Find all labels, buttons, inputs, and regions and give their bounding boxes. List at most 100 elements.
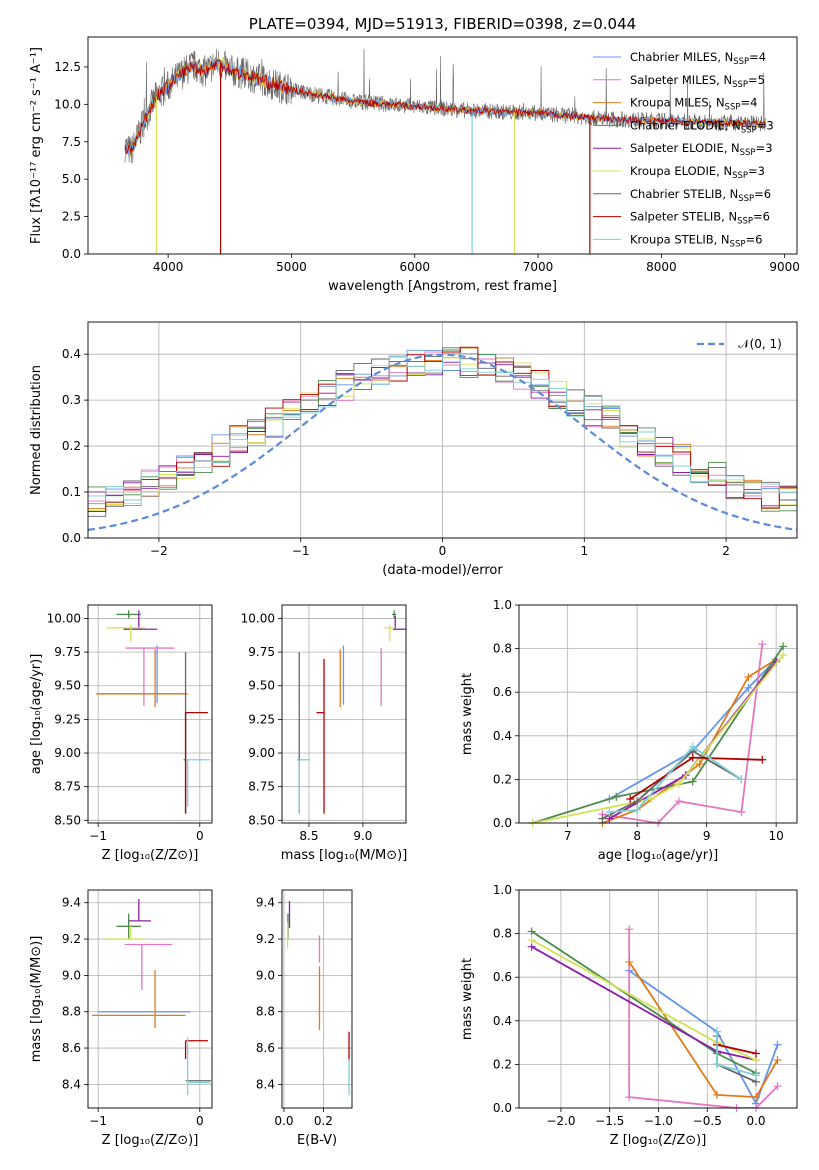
mass_vs_Z-ylabel: mass [log₁₀(M/M⊙)] [29,936,44,1063]
mass_vs_Z-ytick-label: 9.2 [62,932,81,946]
weight_vs_Z-point-marker [713,1027,722,1036]
weight_vs_age-ytick-label: 1.0 [493,598,512,612]
weight_vs_age-point-marker [598,814,607,823]
spectrum-xlabel: wavelength [Angstrom, rest frame] [328,279,557,294]
weight_vs_Z-point-marker [527,927,536,936]
spectrum-ytick-label: 2.5 [62,210,81,224]
mass_vs_ebv-ytick-label: 8.4 [256,1077,275,1091]
spectrum-xtick-label: 5000 [276,260,307,274]
residuals-ytick-label: 0.3 [62,393,81,407]
age_vs_mass-xtick-label: 9.0 [353,829,372,843]
weight_vs_age-series-line [532,654,784,823]
spectrum-ytick-label: 10.0 [54,97,81,111]
spectrum-xtick-label: 6000 [399,260,430,274]
mass_vs_ebv-xtick-label: 0.0 [274,1114,293,1128]
weight_vs_Z-point-marker [773,1082,782,1091]
spectrum-legend-label: Salpeter STELIB, NSSP=6 [630,210,770,227]
mass_vs_Z-xlabel: Z [log₁₀(Z/Z⊙)] [102,1133,199,1148]
age_vs_Z-xtick-label: 0 [196,829,204,843]
residuals-ytick-label: 0.1 [62,485,81,499]
mass_vs_Z-xtick-label: −1 [89,1114,107,1128]
weight_vs_age-ytick-label: 0.8 [493,642,512,656]
weight_vs_Z-frame [518,889,798,1109]
spectrum-legend-label: Chabrier MILES, NSSP=4 [630,50,766,67]
mass_vs_ebv-xtick-label: 0.2 [314,1114,333,1128]
weight_vs_Z-series-line [628,961,779,1099]
spectrum-legend-label: Chabrier STELIB, NSSP=6 [630,187,771,204]
mass_vs_Z-frame [87,889,213,1109]
weight_vs_age-point-marker [779,651,788,660]
residual-histogram [88,352,797,501]
weight_vs_Z-ytick-label: 0.4 [493,1014,512,1028]
weight_vs_Z-xlabel: Z [log₁₀(Z/Z⊙)] [610,1133,707,1148]
residuals-xtick-label: −1 [292,544,310,558]
weight_vs_age-point-marker [688,742,697,751]
age_vs_Z-ytick-label: 8.50 [54,813,81,827]
residuals-xtick-label: 0 [439,544,447,558]
age_vs_Z-ylabel: age [log₁₀(age/yr)] [29,654,44,775]
weight_vs_Z-point-marker [625,957,634,966]
spectrum-legend-label: Kroupa STELIB, NSSP=6 [630,232,762,249]
weight_vs_age-point-marker [737,808,746,817]
spectrum-xtick-label: 7000 [523,260,554,274]
weight_vs_Z-xtick-label: −0.5 [693,1114,722,1128]
mass_vs_Z-ytick-label: 8.8 [62,1005,81,1019]
spectrum-title: PLATE=0394, MJD=51913, FIBERID=0398, z=0… [249,15,636,33]
spectrum-frame [87,36,798,255]
residuals-ytick-label: 0.4 [62,347,81,361]
weight_vs_Z-point-marker [625,925,634,934]
weight_vs_age-xlabel: age [log₁₀(age/yr)] [598,848,719,863]
age_vs_Z-xtick-label: −1 [89,829,107,843]
age_vs_mass-ytick-label: 10.00 [241,611,275,625]
age_vs_Z-frame [87,604,213,824]
age_vs_Z-ytick-label: 9.50 [54,679,81,693]
residuals-ytick-label: 0.0 [62,531,81,545]
weight_vs_Z-point-marker [773,1040,782,1049]
weight_vs_age-point-marker [695,760,704,769]
weight_vs_Z-xtick-label: −2.0 [546,1114,575,1128]
weight_vs_age-series-line [532,645,784,823]
weight_vs_age-point-marker [605,808,614,817]
spectrum-ylabel: Flux [fλ10⁻¹⁷ erg cm⁻² s⁻¹ A⁻¹] [29,47,44,244]
weight_vs_Z-series-line [716,1043,757,1055]
mass_vs_ebv-ytick-label: 9.2 [256,932,275,946]
age_vs_mass-ytick-label: 8.50 [248,813,275,827]
weight_vs_age-ytick-label: 0.2 [493,772,512,786]
weight_vs_Z-xtick-label: −1.5 [595,1114,624,1128]
mass_vs_Z-ytick-label: 9.0 [62,968,81,982]
weight_vs_Z-point-marker [752,1071,761,1080]
weight_vs_age-point-marker [688,753,697,762]
residuals-xtick-label: 2 [722,544,730,558]
weight_vs_age-ytick-label: 0.6 [493,685,512,699]
spectrum-legend-label: Kroupa ELODIE, NSSP=3 [630,164,765,181]
weight_vs_Z-ylabel: mass weight [460,958,475,1040]
spectrum-series-line [124,58,766,155]
age_vs_mass-ytick-label: 9.75 [248,645,275,659]
weight_vs_Z-point-marker [713,1060,722,1069]
weight_vs_Z-point-marker [713,1090,722,1099]
age_vs_Z-ytick-label: 9.25 [54,712,81,726]
weight_vs_Z-xtick-label: −1.0 [644,1114,673,1128]
weight_vs_Z-series-line [628,929,779,1108]
age_vs_mass-frame [281,604,407,824]
weight_vs_age-point-marker [758,755,767,764]
weight_vs_age-ytick-label: 0.4 [493,729,512,743]
weight_vs_Z-series-line [628,969,779,1106]
spectrum-ytick-label: 0.0 [62,247,81,261]
weight_vs_age-series-line [602,644,764,823]
weight_vs_age-point-marker [626,795,635,804]
weight_vs_age-xtick-label: 9 [703,829,711,843]
spectrum-xtick-label: 4000 [153,260,184,274]
age_vs_mass-ytick-label: 9.25 [248,712,275,726]
spectrum-xtick-label: 9000 [769,260,800,274]
weight_vs_Z-point-marker [773,1056,782,1065]
mass_vs_ebv-ytick-label: 9.0 [256,968,275,982]
weight_vs_age-xtick-label: 7 [564,829,572,843]
spectrum-ytick-label: 12.5 [54,60,81,74]
mass_vs_ebv-frame [281,889,353,1109]
weight_vs_age-point-marker [647,795,656,804]
weight_vs_age-point-marker [633,805,642,814]
age_vs_mass-xtick-label: 8.5 [299,829,318,843]
mass_vs_Z-ytick-label: 8.6 [62,1041,81,1055]
weight_vs_age-point-marker [688,777,697,786]
